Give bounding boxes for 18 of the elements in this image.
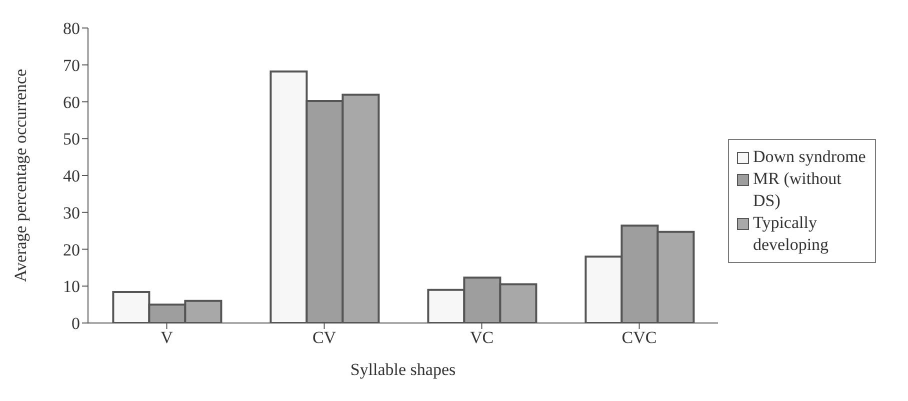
y-tick-label: 0	[72, 314, 80, 334]
y-tick-label: 70	[63, 56, 80, 75]
x-axis-title: Syllable shapes	[350, 360, 456, 379]
y-tick-label: 60	[63, 92, 80, 112]
y-tick-label: 50	[63, 130, 80, 149]
x-tick-label: CVC	[622, 328, 657, 348]
legend-label: MR (without DS)	[753, 168, 842, 212]
x-tick-label: VC	[470, 328, 494, 348]
y-tick-label: 20	[63, 240, 80, 260]
y-tick-label: 80	[63, 19, 80, 38]
y-axis-title: Average percentage occurrence	[11, 69, 30, 282]
y-tick-label: 40	[63, 166, 80, 186]
legend-label: Down syndrome	[753, 146, 866, 168]
y-tick-label: 10	[63, 277, 80, 296]
y-tick-label: 30	[63, 203, 80, 222]
x-tick-label: V	[160, 328, 174, 348]
x-tick-label: CV	[312, 328, 337, 348]
legend-label: Typically developing	[753, 212, 830, 256]
